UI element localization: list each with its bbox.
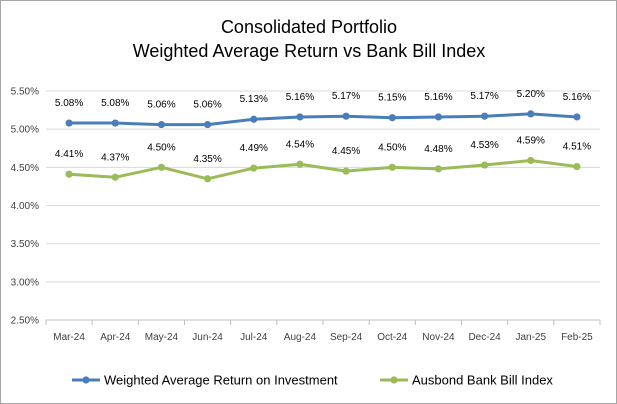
data-point bbox=[573, 162, 581, 171]
data-label: 5.16% bbox=[563, 92, 591, 103]
data-label: 4.35% bbox=[193, 154, 221, 165]
x-tick-label: Dec-24 bbox=[468, 332, 501, 343]
series-layer: 5.08% 5.08% 5.06% 5.06% 5.13% 5.16% 5.17% 5.15%… bbox=[55, 89, 591, 183]
data-label: 4.53% bbox=[470, 140, 498, 151]
x-tick-label: Jun-24 bbox=[192, 332, 223, 343]
data-label: 4.54% bbox=[286, 139, 314, 150]
y-tick-label: 4.50% bbox=[11, 163, 39, 174]
data-point bbox=[203, 175, 212, 183]
data-label: 5.06% bbox=[147, 100, 175, 111]
x-tick-label: May-24 bbox=[145, 332, 179, 343]
data-point bbox=[434, 165, 443, 173]
gridlines bbox=[46, 90, 600, 321]
data-point bbox=[250, 164, 258, 172]
legend-swatch-marker bbox=[390, 376, 398, 384]
x-tick-label: Apr-24 bbox=[100, 332, 130, 343]
data-point bbox=[388, 114, 396, 122]
data-point bbox=[296, 160, 304, 168]
data-point bbox=[573, 113, 581, 121]
x-tick-label: Feb-25 bbox=[561, 332, 593, 343]
data-label: 4.45% bbox=[332, 146, 360, 157]
x-tick-label: Oct-24 bbox=[377, 332, 407, 343]
data-label: 4.50% bbox=[147, 142, 175, 153]
data-point bbox=[65, 119, 73, 127]
data-point bbox=[480, 112, 489, 120]
data-point bbox=[342, 167, 350, 175]
data-label: 4.48% bbox=[424, 144, 452, 155]
data-label: 5.08% bbox=[101, 98, 129, 109]
data-point bbox=[111, 119, 119, 127]
data-label: 4.59% bbox=[517, 135, 545, 146]
y-tick-label: 3.50% bbox=[11, 239, 39, 250]
y-tick-label: 4.00% bbox=[11, 201, 39, 212]
data-point bbox=[342, 112, 350, 120]
legend-swatch-marker bbox=[82, 376, 90, 384]
data-point bbox=[527, 156, 535, 165]
data-label: 5.20% bbox=[517, 89, 545, 100]
data-label: 5.16% bbox=[424, 92, 452, 103]
data-point bbox=[296, 113, 304, 121]
data-label: 5.17% bbox=[332, 91, 360, 102]
data-label: 5.06% bbox=[193, 100, 221, 111]
legend-label: Weighted Average Return on Investment bbox=[104, 373, 338, 388]
data-label: 5.13% bbox=[240, 94, 268, 105]
data-label: 4.50% bbox=[378, 142, 406, 153]
data-label: 5.17% bbox=[470, 91, 498, 102]
data-label: 4.41% bbox=[55, 149, 83, 160]
data-label: 4.51% bbox=[563, 142, 591, 153]
series-2: 4.41% 4.37% 4.50% 4.35% 4.49% 4.54% 4.45% 4.50%… bbox=[55, 135, 591, 183]
chart-subtitle: Weighted Average Return vs Bank Bill Ind… bbox=[133, 41, 486, 61]
series-line bbox=[67, 158, 579, 181]
data-label: 5.15% bbox=[378, 93, 406, 104]
x-tick-label: Mar-24 bbox=[53, 332, 85, 343]
data-label: 4.49% bbox=[240, 143, 268, 154]
data-point bbox=[388, 163, 396, 171]
x-tick-label: Jan-25 bbox=[515, 332, 546, 343]
series-line bbox=[67, 112, 579, 127]
data-point bbox=[527, 110, 535, 118]
x-tick-label: Nov-24 bbox=[422, 332, 455, 343]
legend: Weighted Average Return on Investment Aus… bbox=[72, 373, 553, 388]
y-tick-label: 5.00% bbox=[11, 125, 39, 136]
y-tick-label: 3.00% bbox=[11, 277, 39, 288]
data-point bbox=[65, 170, 73, 178]
data-point bbox=[480, 161, 489, 169]
data-point bbox=[250, 115, 258, 123]
legend-item: Ausbond Bank Bill Index bbox=[380, 373, 553, 388]
data-label: 5.08% bbox=[55, 98, 83, 109]
chart-title: Consolidated Portfolio bbox=[221, 17, 397, 37]
data-label: 4.37% bbox=[101, 152, 129, 163]
data-point bbox=[157, 163, 166, 171]
x-tick-label: Aug-24 bbox=[284, 332, 317, 343]
y-tick-label: 2.50% bbox=[11, 316, 39, 327]
legend-label: Ausbond Bank Bill Index bbox=[412, 373, 553, 388]
data-label: 5.16% bbox=[286, 92, 314, 103]
data-point bbox=[203, 120, 212, 129]
axes: 2.50% 3.00% 3.50% 4.00% 4.50% 5.00% 5.50% Mar-2… bbox=[11, 87, 601, 343]
x-tick-label: Jul-24 bbox=[240, 332, 268, 343]
data-point bbox=[157, 120, 166, 129]
data-point bbox=[111, 173, 119, 181]
legend-item: Weighted Average Return on Investment bbox=[72, 373, 338, 388]
x-tick-label: Sep-24 bbox=[330, 332, 363, 343]
data-point bbox=[434, 113, 443, 121]
y-tick-label: 5.50% bbox=[11, 87, 39, 98]
series-1: 5.08% 5.08% 5.06% 5.06% 5.13% 5.16% 5.17% 5.15%… bbox=[55, 89, 591, 129]
